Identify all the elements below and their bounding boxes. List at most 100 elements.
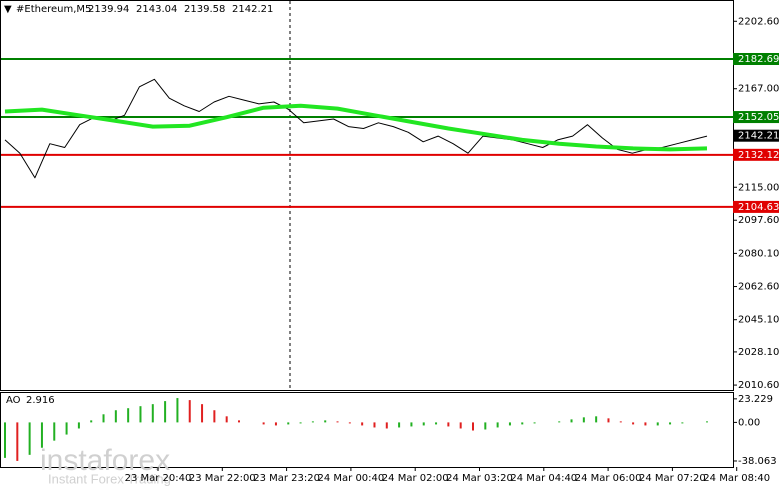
ao-bar xyxy=(582,417,585,423)
header-arrow: ▼ xyxy=(4,4,12,15)
ao-bar xyxy=(619,421,622,423)
x-tick-label: 24 Mar 06:00 xyxy=(575,473,642,484)
ao-bar xyxy=(447,422,450,427)
ao-bar xyxy=(176,398,179,423)
level-label: 2152.05 xyxy=(738,112,779,123)
ao-bar xyxy=(213,410,216,423)
ao-bar xyxy=(348,422,351,424)
ao-bar xyxy=(16,422,19,461)
ao-bar xyxy=(398,422,401,428)
ao-bar xyxy=(644,422,647,426)
y-tick-label: 2062.60 xyxy=(738,282,779,293)
ao-bar xyxy=(410,422,413,427)
ao-bar xyxy=(164,401,167,423)
ao-bar xyxy=(558,421,561,423)
low: 2139.58 xyxy=(184,4,225,15)
level-label: 2182.69 xyxy=(738,54,779,65)
ao-tick-label: 23.229 xyxy=(738,394,773,405)
ao-bar xyxy=(496,422,499,428)
ao-bar xyxy=(114,410,117,423)
ao-tick-label: -38.063 xyxy=(738,456,777,467)
ao-bar xyxy=(607,418,610,423)
level-tag xyxy=(733,111,779,124)
last-price-label: 2142.21 xyxy=(738,131,779,142)
ao-bar xyxy=(656,422,659,426)
ao-bar xyxy=(324,420,327,423)
ao-bar xyxy=(422,422,425,426)
x-tick-label: 24 Mar 04:40 xyxy=(510,473,577,484)
price-line xyxy=(4,78,708,179)
y-tick-label: 2080.10 xyxy=(738,248,779,259)
y-tick-label: 2010.60 xyxy=(738,380,779,391)
ao-bar xyxy=(28,422,31,455)
ao-bar xyxy=(40,422,43,448)
high: 2143.04 xyxy=(136,4,177,15)
ao-bar xyxy=(311,421,314,423)
ao-bar xyxy=(151,404,154,423)
ao-bar xyxy=(570,419,573,423)
ao-bar xyxy=(595,416,598,423)
symbol: #Ethereum,M5 xyxy=(16,4,91,15)
level-label: 2104.63 xyxy=(738,202,779,213)
ao-bar xyxy=(385,422,388,429)
ao-bar xyxy=(102,414,105,423)
indicator-frame xyxy=(0,392,734,468)
ao-bar xyxy=(681,422,684,424)
ao-bar xyxy=(533,422,536,424)
x-tick-label: 23 Mar 22:00 xyxy=(189,473,256,484)
main-frame xyxy=(0,0,734,391)
level-label: 2132.12 xyxy=(738,150,779,161)
ao-bar xyxy=(287,422,290,425)
ao-bar xyxy=(472,422,474,431)
x-tick-label: 23 Mar 23:20 xyxy=(253,473,320,484)
ao-bar xyxy=(299,422,302,424)
ao-bar xyxy=(127,408,130,423)
ao-bar xyxy=(361,422,364,426)
indicator-name: AO xyxy=(6,395,21,406)
ao-bar xyxy=(484,422,487,430)
ao-bar xyxy=(632,422,635,425)
moving-average xyxy=(4,103,708,152)
header: ▼ #Ethereum,M5 2139.94 2143.04 2139.58 2… xyxy=(4,4,273,15)
ao-bar xyxy=(508,422,511,426)
y-tick-label: 2202.60 xyxy=(738,16,779,27)
indicator-value: 2.916 xyxy=(26,395,55,406)
ao-bar xyxy=(53,422,56,441)
y-tick-label: 2028.10 xyxy=(738,347,779,358)
x-tick-label: 24 Mar 03:20 xyxy=(446,473,513,484)
close: 2142.21 xyxy=(232,4,273,15)
x-tick-label: 23 Mar 20:40 xyxy=(125,473,192,484)
ao-tick-label: 0.00 xyxy=(738,417,760,428)
ao-bar xyxy=(373,422,376,428)
ao-bar xyxy=(262,422,265,425)
level-tag xyxy=(733,200,779,213)
y-tick-label: 2115.00 xyxy=(738,182,779,193)
y-tick-label: 2167.00 xyxy=(738,84,779,95)
watermark-brand: instaforex xyxy=(40,444,170,477)
x-tick-label: 24 Mar 00:40 xyxy=(318,473,385,484)
y-tick-label: 2045.10 xyxy=(738,315,779,326)
ao-bar xyxy=(238,420,240,423)
ao-bar xyxy=(274,422,277,426)
ao-bar xyxy=(77,422,80,429)
ao-bar xyxy=(435,422,438,425)
x-tick-label: 24 Mar 02:00 xyxy=(382,473,449,484)
ao-bar xyxy=(201,404,204,423)
ao-bar xyxy=(4,422,6,458)
ao-bar xyxy=(521,422,524,425)
ao-bar xyxy=(706,421,708,423)
ao-bar xyxy=(459,422,462,429)
x-tick-label: 24 Mar 07:20 xyxy=(639,473,706,484)
y-tick-label: 2097.60 xyxy=(738,215,779,226)
open: 2139.94 xyxy=(88,4,129,15)
level-tag xyxy=(733,148,779,161)
level-tag xyxy=(733,52,779,65)
ao-bar xyxy=(188,400,191,423)
watermark-slogan: Instant Forex Trading xyxy=(48,471,171,486)
ao-bar xyxy=(65,422,68,435)
last-price-tag xyxy=(733,129,779,142)
ao-bar xyxy=(139,406,142,423)
ao-bar xyxy=(225,416,228,423)
ao-bar xyxy=(336,421,339,423)
